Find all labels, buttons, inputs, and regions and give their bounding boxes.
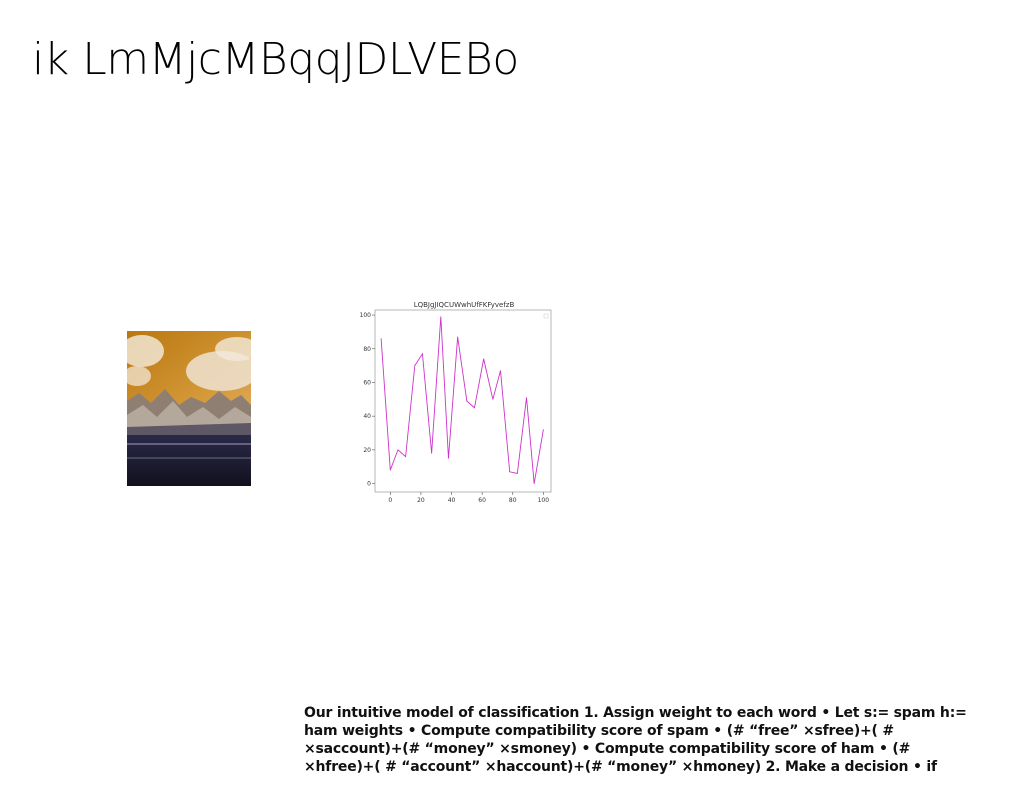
data-point [533,483,535,484]
line-chart: LQBJgJIQCUWwhUfFKFyvefzB 0 20 40 60 80 100 0 20… [358,296,558,506]
slide-title: ik LmMjcMBqqJDLVEBo [32,34,519,85]
data-point [492,398,494,400]
data-point [466,400,468,402]
legend-box [543,313,549,319]
data-point [380,338,382,340]
data-point [526,397,527,399]
data-point [457,336,459,338]
data-point [483,358,485,360]
data-point [389,469,391,471]
data-point [500,370,501,372]
mountain-photo [127,331,251,486]
data-point [474,407,475,409]
y-tick-label: 0 [367,481,371,488]
x-tick-label: 60 [478,497,486,504]
data-point [405,456,407,458]
data-point [397,449,399,451]
x-tick-label: 80 [509,497,517,504]
data-point [509,471,511,473]
plot-area [374,309,552,493]
y-tick-label: 80 [363,346,371,353]
data-point [440,316,442,318]
data-point [422,353,423,355]
data-point [448,457,449,459]
data-point [431,452,433,454]
y-tick-label: 20 [363,447,371,454]
x-tick-label: 40 [448,497,456,504]
x-tick-label: 100 [538,497,550,504]
data-point [414,365,416,367]
y-tick-label: 40 [363,413,371,420]
chart-title: LQBJgJIQCUWwhUfFKFyvefzB [414,301,515,309]
x-tick-label: 0 [388,497,392,504]
y-tick-label: 100 [360,312,372,319]
x-tick-label: 20 [417,497,425,504]
data-point [516,473,518,474]
y-tick-label: 60 [363,379,371,386]
data-point [542,429,544,431]
body-text: Our intuitive model of classification 1.… [304,705,967,775]
series-line [380,316,544,484]
